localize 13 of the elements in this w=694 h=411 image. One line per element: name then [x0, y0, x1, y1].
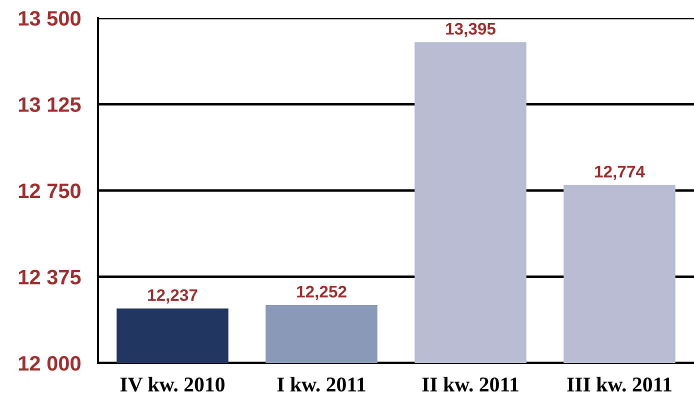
y-tick-label: 12 750 — [18, 184, 80, 198]
y-tick-label: 13 500 — [18, 11, 80, 26]
data-label: 13,395 — [446, 22, 496, 38]
x-tick-label: II kw. 2011 — [422, 376, 518, 392]
x-tick-label: IV kw. 2010 — [120, 376, 224, 392]
y-tick-label: 12 000 — [18, 356, 80, 371]
data-label: 12,774 — [595, 166, 645, 180]
data-label: 12,252 — [297, 286, 346, 300]
y-tick-label: 13 125 — [18, 97, 81, 112]
data-label: 12,237 — [148, 289, 198, 304]
x-tick-label: III kw. 2011 — [567, 376, 672, 392]
x-tick-label: I kw. 2011 — [277, 376, 366, 392]
y-tick-label: 12 375 — [18, 270, 81, 285]
